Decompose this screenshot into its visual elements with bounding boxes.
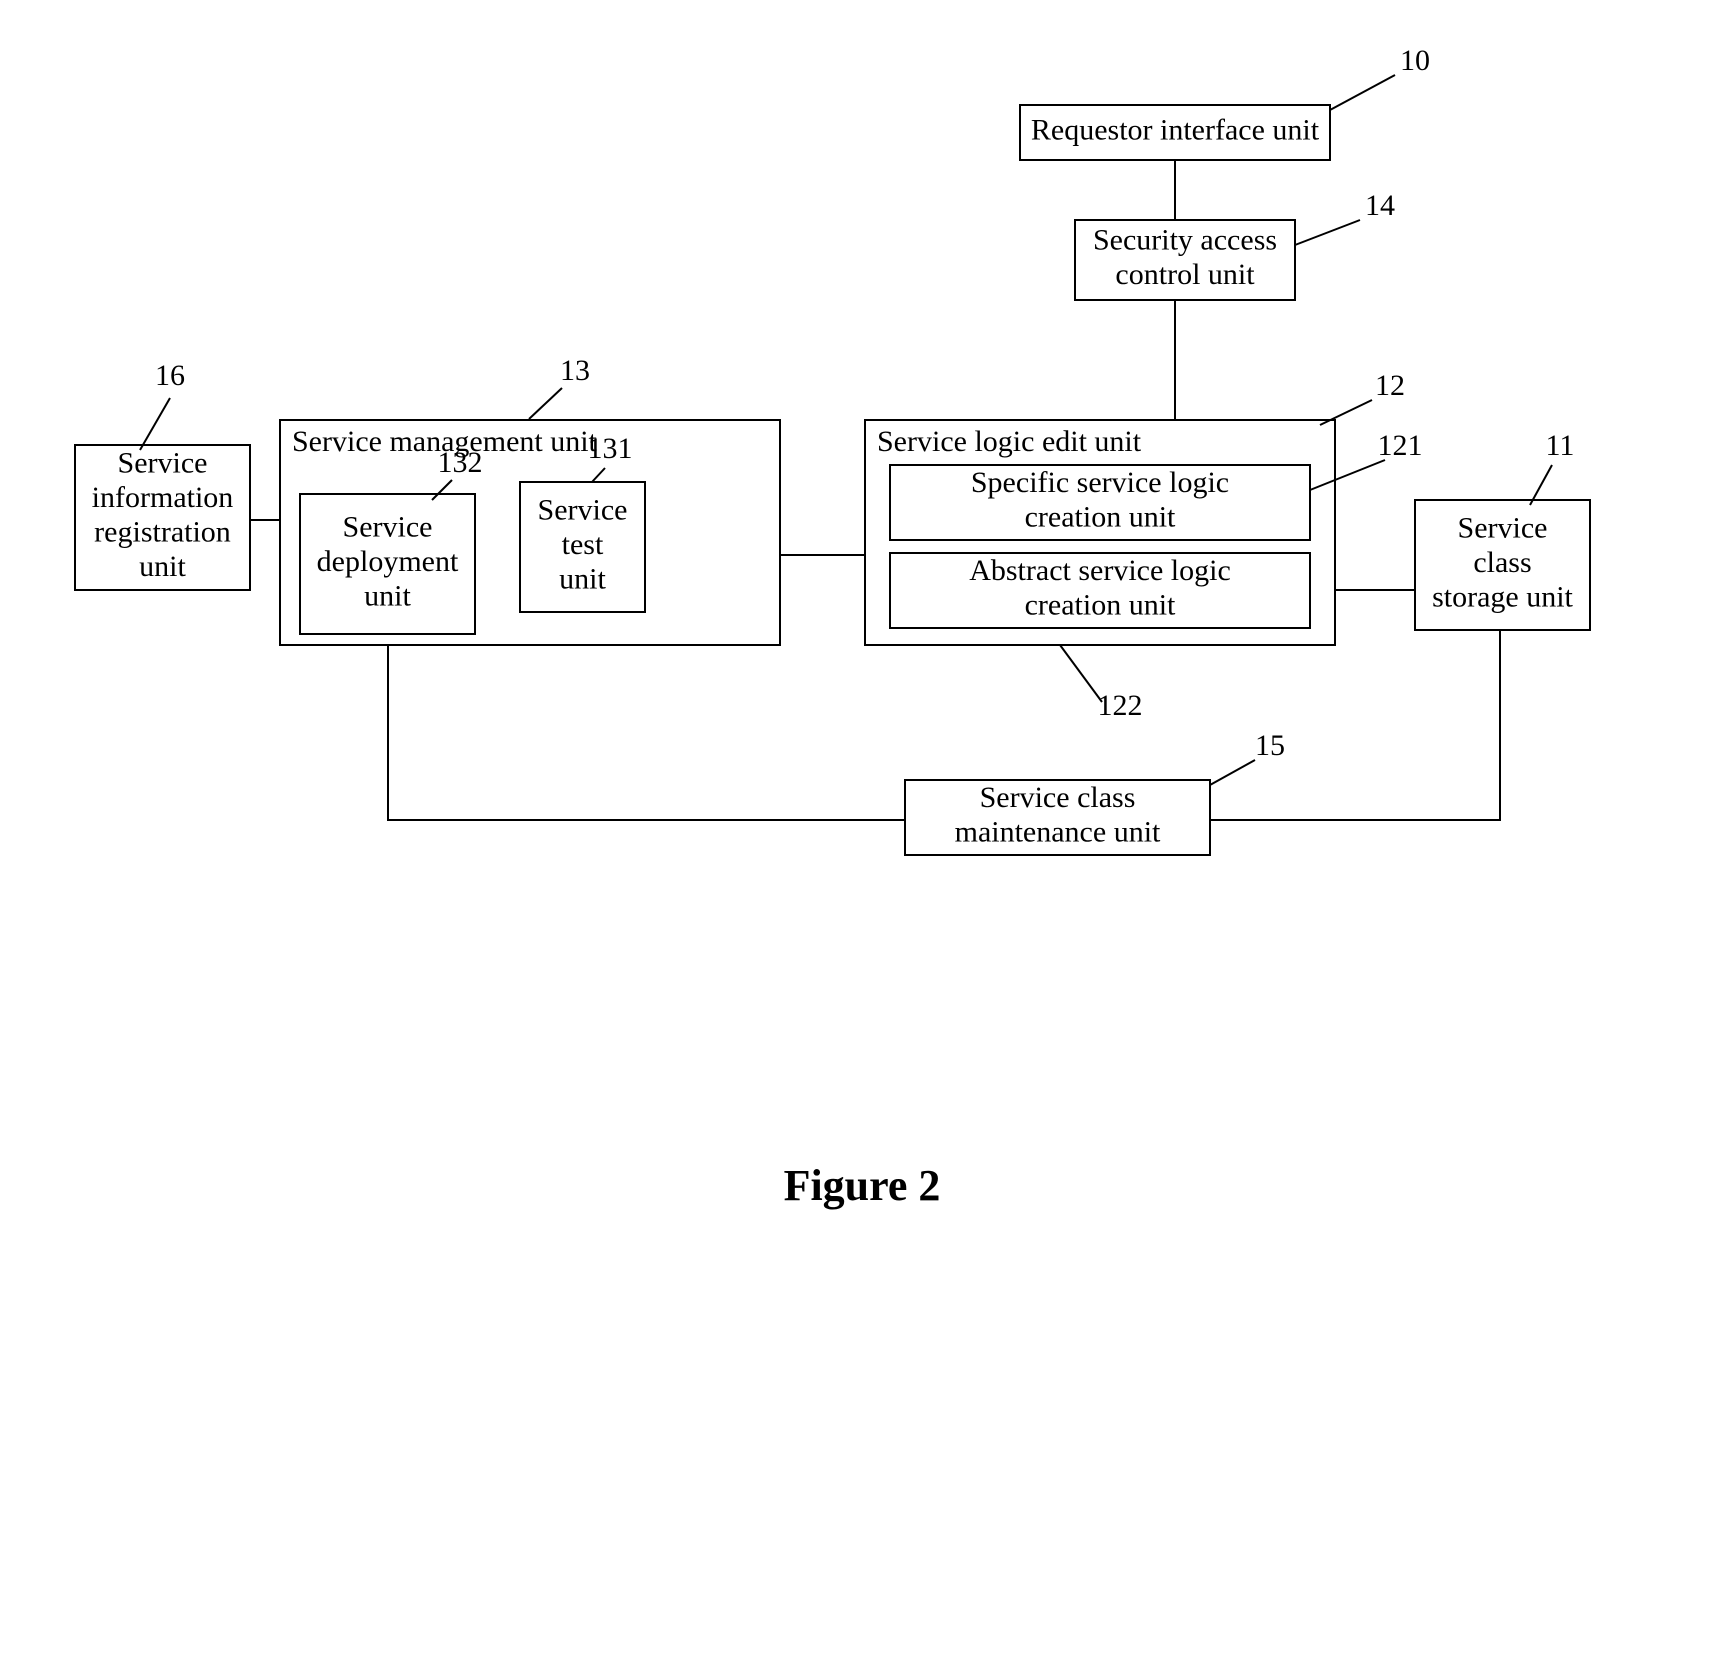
leader-b10: [1330, 75, 1395, 110]
box-line-b11-0: Service: [1458, 511, 1548, 544]
box-line-b121-0: Specific service logic: [971, 466, 1229, 499]
box-line-b16-1: information: [92, 481, 234, 514]
box-line-b16-3: unit: [139, 550, 186, 583]
ref-b131: 131: [588, 432, 633, 465]
box-line-b11-2: storage unit: [1432, 580, 1573, 613]
box-line-b16-2: registration: [94, 516, 231, 549]
box-line-b132-0: Service: [343, 510, 433, 543]
ref-b13: 13: [560, 354, 590, 387]
ref-b14: 14: [1365, 189, 1395, 222]
box-line-b121-1: creation unit: [1025, 501, 1176, 534]
ref-b10: 10: [1400, 44, 1430, 77]
leader-b14: [1295, 220, 1360, 245]
ref-b16: 16: [155, 359, 185, 392]
ref-b12: 12: [1375, 369, 1405, 402]
box-title-b12: Service logic edit unit: [877, 425, 1142, 458]
box-line-b132-2: unit: [364, 579, 411, 612]
leader-b16: [140, 398, 170, 450]
ref-b15: 15: [1255, 729, 1285, 762]
box-line-b15-1: maintenance unit: [955, 816, 1161, 849]
box-line-b132-1: deployment: [317, 545, 459, 578]
box-line-b14-1: control unit: [1115, 258, 1255, 291]
c-11-15: [1210, 630, 1500, 820]
box-line-b122-1: creation unit: [1025, 589, 1176, 622]
figure-caption: Figure 2: [784, 1161, 941, 1210]
leader-b15: [1210, 760, 1255, 785]
leader-b12: [1320, 400, 1372, 425]
box-line-b131-0: Service: [538, 493, 628, 526]
box-line-b16-0: Service: [118, 447, 208, 480]
ref-b121: 121: [1378, 429, 1423, 462]
box-line-b122-0: Abstract service logic: [969, 554, 1231, 587]
leader-b122: [1060, 645, 1102, 702]
box-line-b131-1: test: [562, 528, 604, 561]
box-line-b10-0: Requestor interface unit: [1031, 113, 1320, 146]
leader-b13: [529, 388, 562, 419]
ref-b132: 132: [438, 446, 483, 479]
box-line-b131-2: unit: [559, 562, 606, 595]
ref-b11: 11: [1546, 429, 1575, 462]
box-line-b14-0: Security access: [1093, 224, 1277, 257]
ref-b122: 122: [1098, 689, 1143, 722]
box-line-b11-1: class: [1473, 546, 1531, 579]
c-15-132: [388, 634, 905, 820]
box-line-b15-0: Service class: [980, 781, 1136, 814]
diagram-canvas: Requestor interface unit 10 Security acces…: [0, 0, 1723, 1670]
